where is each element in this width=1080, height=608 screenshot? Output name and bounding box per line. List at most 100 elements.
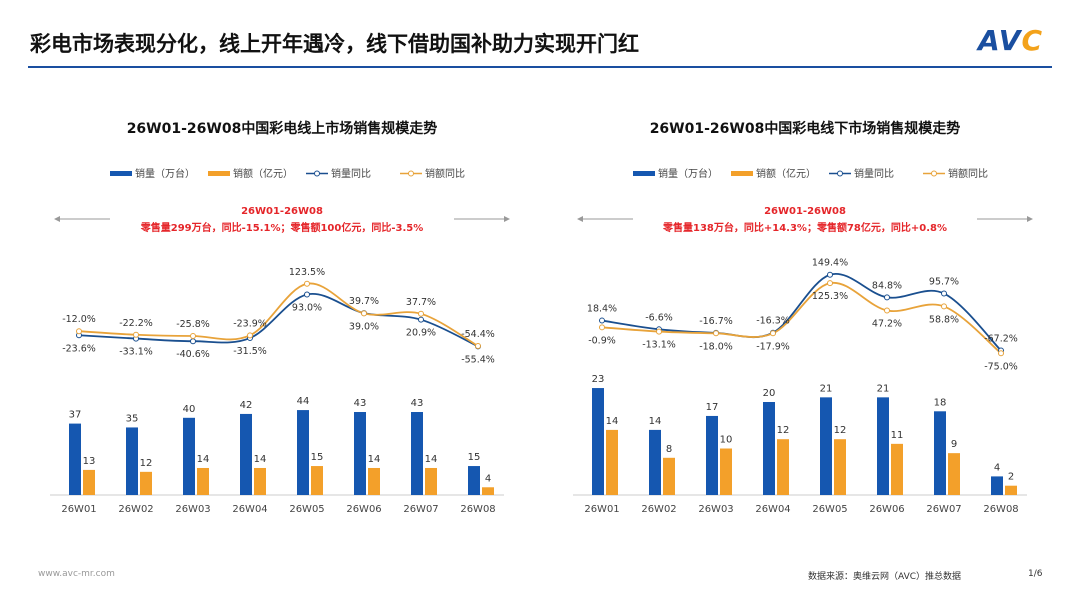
volume-yoy-label: -16.3% (756, 316, 790, 327)
sales-label: 10 (720, 435, 733, 446)
volume-bar (354, 412, 366, 495)
sales-yoy-point (827, 280, 833, 287)
volume-label: 40 (183, 404, 196, 415)
volume-bar (991, 476, 1003, 495)
sales-yoy-point (190, 333, 196, 340)
sales-yoy-label: 123.5% (289, 267, 325, 278)
volume-bar (592, 388, 604, 495)
chart-title: 26W01-26W08中国彩电线下市场销售规模走势 (650, 120, 961, 137)
sales-bar (777, 439, 789, 495)
sales-yoy-label: 47.2% (872, 318, 902, 329)
x-tick-label: 26W07 (403, 504, 438, 515)
sales-yoy-point (247, 332, 253, 339)
volume-yoy-label: -33.1% (119, 347, 153, 358)
sales-bar (311, 466, 323, 495)
volume-bar (820, 397, 832, 495)
legend-label: 销额（亿元） (233, 167, 293, 180)
volume-bar (468, 466, 480, 495)
summary-title: 26W01-26W08 (764, 206, 846, 217)
sales-yoy-label: -25.8% (176, 319, 210, 330)
x-tick-label: 26W04 (232, 504, 267, 515)
volume-label: 44 (297, 396, 310, 407)
legend-label: 销额（亿元） (756, 167, 816, 180)
legend-label: 销额同比 (948, 167, 988, 180)
volume-yoy-point (190, 338, 196, 345)
sales-bar (425, 467, 437, 495)
legend-label: 销量（万台） (135, 167, 195, 180)
x-tick-label: 26W07 (926, 504, 961, 515)
volume-bar (69, 423, 81, 495)
volume-bar (126, 427, 138, 495)
sales-label: 12 (777, 425, 790, 436)
sales-bar (140, 471, 152, 495)
sales-label: 12 (834, 425, 847, 436)
sales-label: 14 (606, 416, 619, 427)
volume-bar (763, 402, 775, 495)
x-tick-label: 26W01 (61, 504, 96, 515)
sales-bar (948, 453, 960, 495)
sales-yoy-point (656, 328, 662, 335)
sales-label: 8 (666, 444, 672, 455)
arrow-left-head (54, 216, 60, 222)
legend-swatch (731, 171, 753, 176)
sales-label: 11 (891, 430, 904, 441)
volume-label: 43 (354, 398, 367, 409)
sales-bar (254, 467, 266, 495)
sales-label: 15 (311, 452, 324, 463)
arrow-left-head (577, 216, 583, 222)
x-tick-label: 26W02 (118, 504, 153, 515)
legend-marker (931, 170, 937, 177)
legend-marker (837, 170, 843, 177)
volume-yoy-label: -55.4% (461, 354, 495, 365)
volume-bar (411, 412, 423, 495)
x-tick-label: 26W08 (460, 504, 495, 515)
x-tick-label: 26W05 (812, 504, 847, 515)
volume-bar (240, 413, 252, 495)
sales-label: 4 (485, 473, 491, 484)
volume-yoy-label: 18.4% (587, 304, 617, 315)
sales-label: 14 (254, 454, 267, 465)
volume-bar (183, 417, 195, 495)
volume-yoy-label: 20.9% (406, 328, 436, 339)
volume-yoy-label: 84.8% (872, 280, 902, 291)
volume-label: 35 (126, 413, 139, 424)
avc-logo: AVC (978, 24, 1044, 57)
sales-yoy-point (713, 330, 719, 337)
sales-label: 14 (197, 454, 210, 465)
sales-bar (720, 448, 732, 495)
volume-label: 20 (763, 388, 776, 399)
legend-swatch (208, 171, 230, 176)
chart-title: 26W01-26W08中国彩电线上市场销售规模走势 (127, 120, 438, 137)
sales-bar (1005, 485, 1017, 495)
legend-label: 销额同比 (425, 167, 465, 180)
legend-marker (408, 170, 414, 177)
volume-yoy-point (418, 316, 424, 323)
volume-yoy-label: -31.5% (233, 346, 267, 357)
sales-label: 9 (951, 439, 957, 450)
volume-label: 21 (877, 383, 890, 394)
volume-yoy-point (304, 291, 310, 298)
x-tick-label: 26W08 (983, 504, 1018, 515)
x-tick-label: 26W06 (869, 504, 904, 515)
sales-yoy-point (941, 303, 947, 310)
sales-label: 2 (1008, 472, 1014, 483)
sales-bar (891, 443, 903, 495)
summary-text: 零售量138万台，同比+14.3%；零售额78亿元，同比+0.8% (662, 221, 947, 234)
footer-source: 数据来源：奥维云网（AVC）推总数据 (808, 572, 962, 582)
page-title: 彩电市场表现分化，线上开年遇冷，线下借助国补助力实现开门红 (30, 32, 639, 56)
volume-label: 21 (820, 383, 833, 394)
volume-label: 23 (592, 374, 605, 385)
volume-yoy-label: 95.7% (929, 277, 959, 288)
sales-yoy-label: 37.7% (406, 297, 436, 308)
volume-bar (649, 429, 661, 495)
sales-yoy-point (361, 310, 367, 317)
legend-label: 销量同比 (854, 167, 894, 180)
sales-yoy-point (133, 331, 139, 338)
volume-label: 42 (240, 400, 253, 411)
sales-yoy-label: -75.0% (984, 361, 1018, 372)
volume-yoy-point (827, 271, 833, 278)
volume-label: 37 (69, 410, 82, 421)
volume-yoy-label: 39.7% (349, 296, 379, 307)
arrow-right-head (1027, 216, 1033, 222)
